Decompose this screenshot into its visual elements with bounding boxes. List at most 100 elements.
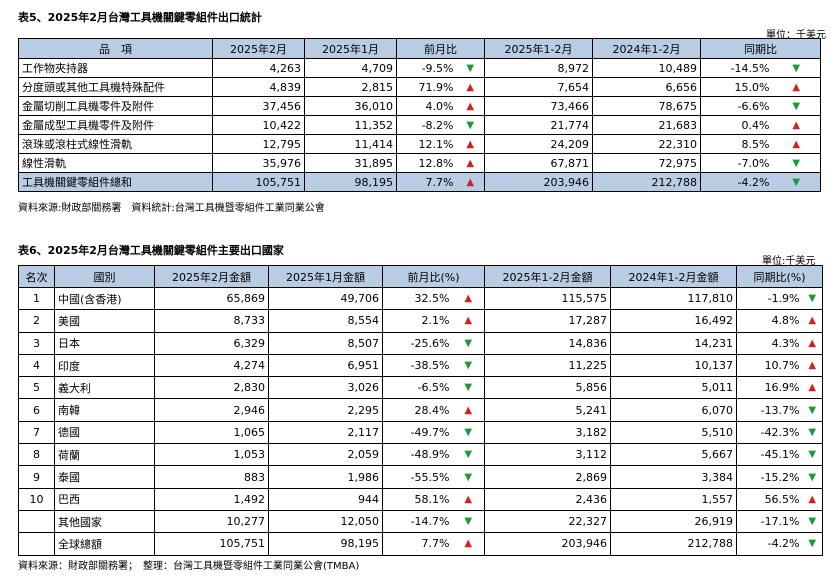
yoy-value: -4.2% <box>736 532 803 556</box>
yoy-value: 15.0% <box>700 77 773 97</box>
rank-cell: 7 <box>18 420 55 445</box>
yoy-value: -15.2% <box>736 465 803 489</box>
item-name: 金屬成型工具機零件及附件 <box>18 115 213 135</box>
mom-value: -48.9% <box>382 443 453 467</box>
ytd25-value: 67,871 <box>484 153 593 173</box>
jan25-value: 49,706 <box>268 286 383 311</box>
ytd25-value: 203,946 <box>484 172 593 192</box>
table-row: 9 泰國 883 1,986 -55.5% ▼ 2,869 3,384 -15.2% ▼ <box>18 465 824 489</box>
item-name: 線性滑軌 <box>18 153 213 173</box>
up-arrow-icon: ▲ <box>772 134 821 154</box>
down-arrow-icon: ▼ <box>802 286 824 311</box>
feb25-value: 4,263 <box>212 58 305 78</box>
table-row: 2 美國 8,733 8,554 2.1% ▲ 17,287 16,492 4.8% ▲ <box>18 309 824 333</box>
item-name: 分度頭或其他工具機特殊配件 <box>18 77 213 97</box>
yoy-value: 16.9% <box>736 376 803 400</box>
table5-unit: 單位：千美元 <box>766 30 826 41</box>
table6-header-ytd24: 2024年1-2月金額 <box>610 265 738 288</box>
ytd25-value: 11,225 <box>484 353 612 378</box>
country-name: 南韓 <box>54 398 155 422</box>
country-name: 全球總額 <box>54 532 155 556</box>
table-row: 8 荷蘭 1,053 2,059 -48.9% ▼ 3,112 5,667 -45.1% ▼ <box>18 443 824 467</box>
ytd24-value: 16,492 <box>610 309 738 333</box>
ytd25-value: 73,466 <box>484 96 593 116</box>
table5-header-mom: 前月比 <box>396 38 485 59</box>
ytd25-value: 24,209 <box>484 134 593 154</box>
table6-header-yoy: 同期比(%) <box>736 265 824 288</box>
table5-header-jan: 2025年1月 <box>304 38 397 59</box>
table-row: 金屬切削工具機零件及附件 37,456 36,010 4.0% ▲ 73,466… <box>18 96 821 116</box>
down-arrow-icon: ▼ <box>456 58 485 78</box>
table-row: 4 印度 4,274 6,951 -38.5% ▼ 11,225 10,137 10.7% ▲ <box>18 353 824 378</box>
mom-value: 28.4% <box>382 398 453 422</box>
table6-header-feb: 2025年2月金額 <box>154 265 269 288</box>
feb25-value: 6,329 <box>154 331 269 355</box>
jan25-value: 8,554 <box>268 309 383 333</box>
jan25-value: 31,895 <box>304 153 397 173</box>
jan25-value: 6,951 <box>268 353 383 378</box>
ytd24-value: 5,510 <box>610 420 738 445</box>
jan25-value: 2,059 <box>268 443 383 467</box>
yoy-value: -45.1% <box>736 443 803 467</box>
rank-cell: 3 <box>18 331 55 355</box>
feb25-value: 8,733 <box>154 309 269 333</box>
down-arrow-icon: ▼ <box>802 443 824 467</box>
jan25-value: 11,414 <box>304 134 397 154</box>
table5-header-ytd25: 2025年1-2月 <box>484 38 593 59</box>
table-row: 分度頭或其他工具機特殊配件 4,839 2,815 71.9% ▲ 7,654 … <box>18 77 821 97</box>
jan25-value: 98,195 <box>304 172 397 192</box>
table5-caption: 表5、2025年2月台灣工具機關鍵零組件出口統計 <box>18 11 262 24</box>
table-row: 滾珠或滾柱式線性滑軌 12,795 11,414 12.1% ▲ 24,209 … <box>18 134 821 154</box>
rank-cell <box>18 509 55 534</box>
ytd24-value: 3,384 <box>610 465 738 489</box>
jan25-value: 4,709 <box>304 58 397 78</box>
down-arrow-icon: ▼ <box>456 115 485 135</box>
down-arrow-icon: ▼ <box>802 420 824 445</box>
feb25-value: 4,274 <box>154 353 269 378</box>
up-arrow-icon: ▲ <box>772 115 821 135</box>
rank-cell: 2 <box>18 309 55 333</box>
item-name: 金屬切削工具機零件及附件 <box>18 96 213 116</box>
yoy-value: 8.5% <box>700 134 773 154</box>
yoy-value: 0.4% <box>700 115 773 135</box>
ytd24-value: 117,810 <box>610 286 738 311</box>
down-arrow-icon: ▼ <box>772 172 821 192</box>
mom-value: 7.7% <box>382 532 453 556</box>
mom-value: 7.7% <box>396 172 457 192</box>
mom-value: -6.5% <box>382 376 453 400</box>
up-arrow-icon: ▲ <box>452 398 486 422</box>
feb25-value: 2,946 <box>154 398 269 422</box>
feb25-value: 35,976 <box>212 153 305 173</box>
ytd25-value: 5,241 <box>484 398 612 422</box>
yoy-value: 56.5% <box>736 487 803 511</box>
country-name: 巴西 <box>54 487 155 511</box>
yoy-value: 4.8% <box>736 309 803 333</box>
mom-value: -55.5% <box>382 465 453 489</box>
up-arrow-icon: ▲ <box>802 487 824 511</box>
down-arrow-icon: ▼ <box>802 509 824 534</box>
table-row: 5 義大利 2,830 3,026 -6.5% ▼ 5,856 5,011 16.9% ▲ <box>18 376 824 400</box>
mom-value: 12.8% <box>396 153 457 173</box>
ytd24-value: 26,919 <box>610 509 738 534</box>
ytd25-value: 5,856 <box>484 376 612 400</box>
up-arrow-icon: ▲ <box>456 96 485 116</box>
jan25-value: 98,195 <box>268 532 383 556</box>
jan25-value: 2,117 <box>268 420 383 445</box>
feb25-value: 105,751 <box>212 172 305 192</box>
table6-header-ytd25: 2025年1-2月金額 <box>484 265 612 288</box>
yoy-value: -4.2% <box>700 172 773 192</box>
ytd24-value: 10,137 <box>610 353 738 378</box>
table6-caption: 表6、2025年2月台灣工具機關鍵零組件主要出口國家 <box>18 244 284 257</box>
mom-value: 32.5% <box>382 286 453 311</box>
up-arrow-icon: ▲ <box>456 153 485 173</box>
mom-value: 2.1% <box>382 309 453 333</box>
table5-header-row: 品 項 2025年2月 2025年1月 前月比 2025年1-2月 2024年1… <box>18 38 821 59</box>
ytd24-value: 6,656 <box>592 77 701 97</box>
yoy-value: -17.1% <box>736 509 803 534</box>
feb25-value: 883 <box>154 465 269 489</box>
table-row: 線性滑軌 35,976 31,895 12.8% ▲ 67,871 72,975… <box>18 153 821 173</box>
mom-value: -25.6% <box>382 331 453 355</box>
jan25-value: 3,026 <box>268 376 383 400</box>
table-row: 全球總額 105,751 98,195 7.7% ▲ 203,946 212,788 -4.2… <box>18 532 824 556</box>
down-arrow-icon: ▼ <box>772 153 821 173</box>
